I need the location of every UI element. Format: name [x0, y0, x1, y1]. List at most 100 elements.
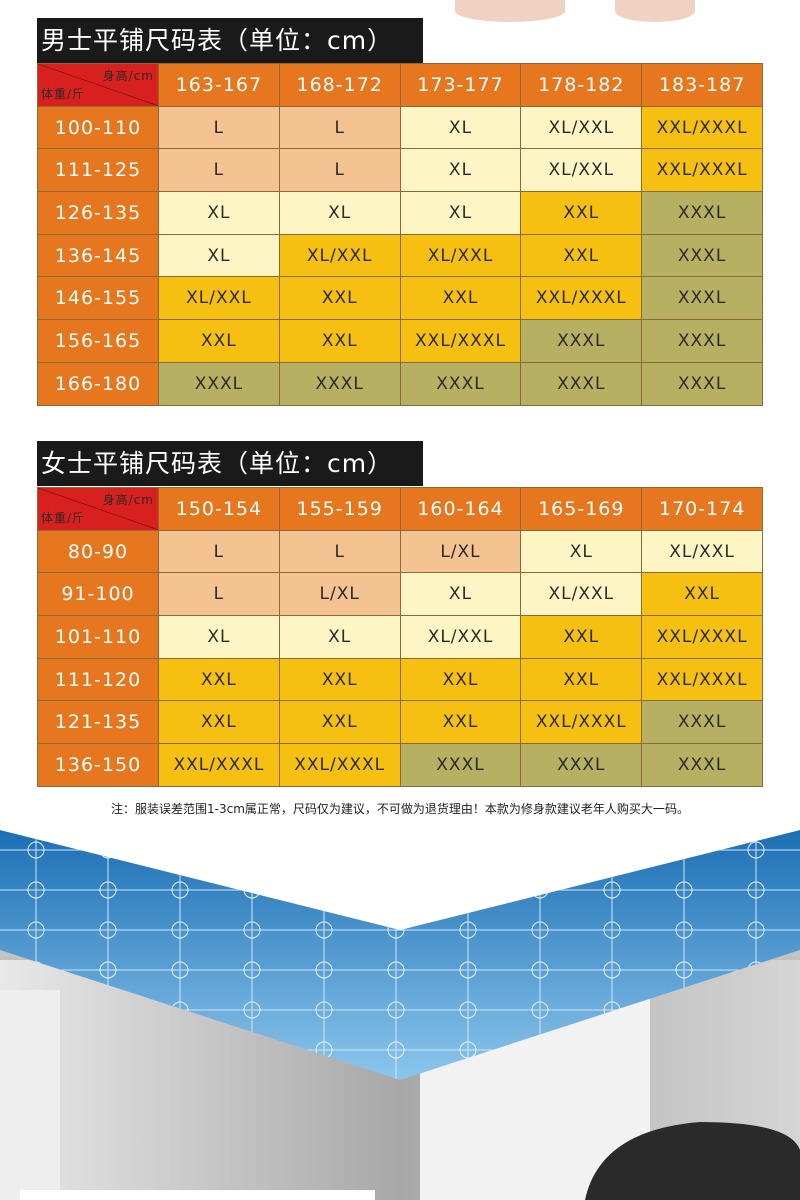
men-size-table: 身高/cm 体重/斤 163-167 168-172 173-177 178-182 183…: [37, 63, 763, 406]
size-cell: XXL: [278, 319, 401, 363]
size-cell: XXXL: [641, 319, 763, 363]
size-cell: XXL: [520, 191, 643, 235]
table-row: 111-125 L L XL XL/XXL XXL/XXXL: [37, 148, 763, 193]
table-row: 100-110 L L XL XL/XXL XXL/XXXL: [37, 105, 763, 150]
size-cell: XXL/XXXL: [641, 657, 763, 702]
height-header: 165-169: [520, 487, 643, 531]
feet-image: [455, 0, 565, 22]
size-cell: XL: [399, 191, 522, 235]
size-cell: XXL: [641, 572, 763, 617]
table-row: 136-150 XXL/XXXL XXL/XXXL XXXL XXXL XXXL: [37, 743, 763, 787]
size-cell: XXL/XXXL: [520, 700, 643, 745]
weight-header: 146-155: [37, 276, 159, 321]
size-cell: XL: [278, 615, 401, 659]
corner-cell: 身高/cm 体重/斤: [37, 487, 159, 531]
size-cell: XXL/XXXL: [641, 105, 763, 150]
size-cell: XL/XXL: [520, 148, 643, 193]
height-header: 178-182: [520, 63, 643, 107]
size-cell: XXL: [158, 319, 280, 363]
table-row: 111-120 XXL XXL XXL XXL XXL/XXXL: [37, 657, 763, 702]
size-cell: XXL/XXXL: [158, 743, 280, 787]
weight-header: 111-120: [37, 657, 159, 702]
table-row: 126-135 XL XL XL XXL XXXL: [37, 191, 763, 235]
weight-header: 126-135: [37, 191, 159, 235]
weight-axis-label: 体重/斤: [41, 86, 86, 101]
size-cell: L: [278, 105, 401, 150]
size-cell: XL/XXL: [641, 529, 763, 574]
size-cell: XXL: [158, 657, 280, 702]
height-header: 150-154: [158, 487, 280, 531]
size-cell: XL: [158, 233, 280, 278]
table-row: 166-180 XXXL XXXL XXXL XXXL XXXL: [37, 361, 763, 406]
weight-header: 136-145: [37, 233, 159, 278]
women-size-chart-title: 女士平铺尺码表（单位：cm）: [37, 441, 423, 486]
height-axis-label: 身高/cm: [102, 69, 154, 83]
women-size-table: 身高/cm 体重/斤 150-154 155-159 160-164 165-169 170…: [37, 487, 763, 787]
table-row: 136-145 XL XL/XXL XL/XXL XXL XXXL: [37, 233, 763, 278]
size-cell: XXL/XXXL: [399, 319, 522, 363]
size-cell: XL: [158, 615, 280, 659]
size-cell: XL: [520, 529, 643, 574]
size-cell: XL/XXL: [520, 105, 643, 150]
size-cell: XXXL: [641, 700, 763, 745]
size-cell: XXL: [278, 276, 401, 321]
table-row: 146-155 XL/XXL XXL XXL XXL/XXXL XXXL: [37, 276, 763, 321]
weight-header: 111-125: [37, 148, 159, 193]
size-cell: XXL/XXXL: [641, 615, 763, 659]
weight-header: 91-100: [37, 572, 159, 617]
size-cell: XXL/XXXL: [520, 276, 643, 321]
weight-header: 121-135: [37, 700, 159, 745]
size-cell: XXL: [399, 657, 522, 702]
ceiling-graphic: [0, 830, 800, 1200]
size-cell: L/XL: [278, 572, 401, 617]
weight-header: 80-90: [37, 529, 159, 574]
header-row: 身高/cm 体重/斤 150-154 155-159 160-164 165-169 170…: [37, 487, 763, 531]
height-header: 170-174: [641, 487, 763, 531]
size-cell: L/XL: [399, 529, 522, 574]
size-cell: XXXL: [278, 361, 401, 406]
weight-axis-label: 体重/斤: [41, 510, 86, 525]
size-cell: XXL: [399, 276, 522, 321]
size-cell: XL: [399, 105, 522, 150]
header-row: 身高/cm 体重/斤 163-167 168-172 173-177 178-182 183…: [37, 63, 763, 107]
size-note: 注：服装误差范围1-3cm属正常，尺码仅为建议，不可做为退货理由！本款为修身款建…: [111, 802, 689, 816]
table-row: 101-110 XL XL XL/XXL XXL XXL/XXXL: [37, 615, 763, 659]
size-cell: XXL: [399, 700, 522, 745]
table-row: 156-165 XXL XXL XXL/XXXL XXXL XXXL: [37, 319, 763, 363]
height-header: 163-167: [158, 63, 280, 107]
height-header: 183-187: [641, 63, 763, 107]
table-row: 91-100 L L/XL XL XL/XXL XXL: [37, 572, 763, 617]
size-cell: XL: [399, 148, 522, 193]
table-row: 80-90 L L L/XL XL XL/XXL: [37, 529, 763, 574]
size-cell: XXXL: [641, 191, 763, 235]
size-cell: XL: [399, 572, 522, 617]
size-cell: XL/XXL: [278, 233, 401, 278]
size-cell: L: [158, 572, 280, 617]
size-cell: XXL: [520, 233, 643, 278]
size-cell: L: [278, 529, 401, 574]
table-row: 121-135 XXL XXL XXL XXL/XXXL XXXL: [37, 700, 763, 745]
feet-image: [615, 0, 695, 22]
size-cell: XXXL: [520, 319, 643, 363]
height-header: 168-172: [278, 63, 401, 107]
size-cell: L: [158, 148, 280, 193]
size-cell: XXXL: [641, 233, 763, 278]
product-photo: [0, 830, 800, 1200]
height-axis-label: 身高/cm: [102, 493, 154, 507]
height-header: 173-177: [399, 63, 522, 107]
height-header: 155-159: [278, 487, 401, 531]
size-cell: XXL: [278, 657, 401, 702]
size-cell: XL/XXL: [158, 276, 280, 321]
corner-cell: 身高/cm 体重/斤: [37, 63, 159, 107]
weight-header: 101-110: [37, 615, 159, 659]
size-cell: XL: [278, 191, 401, 235]
size-cell: XXXL: [641, 276, 763, 321]
size-cell: XXL: [278, 700, 401, 745]
size-cell: L: [158, 529, 280, 574]
size-cell: XXL: [520, 657, 643, 702]
person-head: [585, 1122, 800, 1200]
size-cell: XL/XXL: [399, 615, 522, 659]
size-cell: XXXL: [520, 361, 643, 406]
size-cell: XXXL: [641, 743, 763, 787]
weight-header: 166-180: [37, 361, 159, 406]
